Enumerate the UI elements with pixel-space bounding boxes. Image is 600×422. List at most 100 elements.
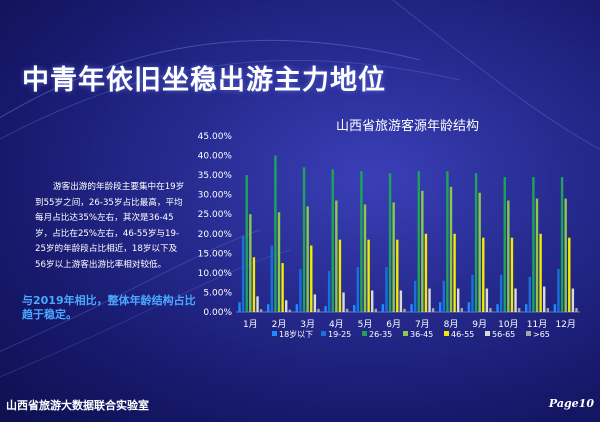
- x-tick-label: 1月: [243, 319, 258, 330]
- y-tick-label: 35.00%: [198, 171, 233, 181]
- bar-5-5: [367, 239, 370, 312]
- bar-10-7: [517, 308, 521, 312]
- bar-10-6: [514, 288, 517, 312]
- bar-2-5: [281, 263, 284, 312]
- bar-11-6: [543, 286, 546, 312]
- bar-12-2: [557, 268, 560, 312]
- x-tick-label: 10月: [498, 319, 518, 330]
- bar-6-1: [381, 304, 385, 312]
- x-tick-label: 4月: [329, 319, 344, 330]
- bar-1-4: [249, 214, 252, 312]
- bar-4-5: [338, 239, 342, 312]
- bar-8-4: [449, 186, 453, 312]
- bar-5-1: [353, 304, 356, 312]
- bar-10-1: [496, 304, 499, 312]
- y-tick-label: 10.00%: [198, 269, 233, 279]
- bar-10-2: [499, 274, 503, 312]
- x-tick-label: 11月: [527, 319, 547, 330]
- bar-6-5: [396, 239, 399, 312]
- bar-11-5: [539, 233, 542, 312]
- y-tick-label: 0.00%: [203, 308, 232, 318]
- bar-1-7: [259, 309, 263, 312]
- bar-9-6: [485, 288, 489, 312]
- legend-label: >65: [533, 330, 550, 339]
- legend-label: 46-55: [451, 330, 474, 339]
- bar-3-5: [310, 245, 313, 312]
- legend-label: 36-45: [410, 330, 433, 339]
- bar-6-4: [392, 202, 395, 312]
- bar-12-1: [553, 304, 557, 312]
- x-tick-label: 6月: [386, 319, 401, 330]
- legend-label: 18岁以下: [279, 329, 313, 339]
- bar-1-5: [252, 257, 256, 312]
- bar-2-3: [274, 155, 277, 312]
- bar-11-3: [532, 177, 535, 312]
- bar-2-6: [285, 300, 288, 312]
- description-text: 游客出游的年龄段主要集中在19岁到55岁之间，26-35岁占比最高，平均每月占比…: [35, 182, 185, 270]
- bar-9-4: [478, 192, 481, 312]
- bar-9-2: [471, 274, 474, 312]
- y-tick-label: 45.00%: [198, 132, 233, 142]
- x-tick-label: 9月: [472, 319, 487, 330]
- bar-6-6: [399, 290, 403, 312]
- bar-12-4: [564, 198, 567, 312]
- bar-5-7: [374, 308, 377, 312]
- bar-8-7: [460, 308, 463, 312]
- bar-12-5: [568, 237, 571, 312]
- bar-11-7: [546, 308, 549, 312]
- legend-swatch: [403, 331, 408, 336]
- bar-6-2: [385, 267, 388, 312]
- bar-11-2: [528, 276, 531, 312]
- legend-label: 19-25: [328, 330, 351, 339]
- footer-lab-name: 山西省旅游大数据联合实验室: [6, 399, 149, 412]
- bar-4-4: [335, 200, 338, 312]
- bar-3-7: [317, 308, 320, 312]
- y-tick-label: 15.00%: [198, 249, 233, 259]
- highlight-text: 与2019年相比，整体年龄结构占比趋于稳定。: [22, 294, 196, 321]
- legend-swatch: [272, 331, 277, 336]
- bar-2-4: [277, 212, 281, 312]
- bar-8-2: [442, 280, 445, 312]
- bar-1-3: [245, 175, 248, 312]
- bar-7-2: [413, 280, 417, 312]
- bar-9-7: [489, 308, 492, 312]
- bar-8-3: [446, 171, 449, 312]
- legend-swatch: [485, 331, 490, 336]
- bar-4-3: [331, 169, 334, 312]
- legend-swatch: [526, 331, 531, 336]
- y-tick-label: 25.00%: [198, 210, 233, 220]
- bar-9-5: [482, 237, 485, 312]
- bar-5-4: [363, 204, 367, 312]
- bar-3-3: [302, 167, 306, 312]
- bar-12-3: [560, 177, 564, 312]
- bar-7-3: [417, 171, 420, 312]
- bar-10-3: [503, 177, 506, 312]
- bar-8-1: [439, 302, 442, 312]
- bar-2-1: [267, 304, 270, 312]
- bar-10-4: [507, 200, 510, 312]
- y-tick-label: 5.00%: [203, 288, 232, 298]
- bar-8-6: [457, 288, 460, 312]
- bar-9-1: [467, 302, 471, 312]
- x-tick-label: 2月: [272, 319, 287, 330]
- chart-title: 山西省旅游客源年龄结构: [336, 119, 480, 134]
- page-number: Page10: [548, 397, 594, 410]
- legend-swatch: [444, 331, 449, 336]
- bar-2-7: [288, 309, 291, 312]
- bar-5-3: [360, 171, 363, 312]
- bar-3-6: [313, 294, 317, 312]
- bar-4-7: [345, 308, 349, 312]
- y-tick-label: 40.00%: [198, 152, 233, 162]
- y-tick-label: 20.00%: [198, 230, 233, 240]
- x-tick-label: 12月: [555, 319, 575, 330]
- bar-7-6: [428, 288, 431, 312]
- bar-4-2: [327, 270, 331, 312]
- bar-3-1: [295, 304, 299, 312]
- x-tick-label: 8月: [444, 319, 459, 330]
- bar-7-4: [421, 190, 424, 312]
- y-tick-label: 30.00%: [198, 191, 233, 201]
- x-tick-label: 5月: [358, 319, 373, 330]
- legend-swatch: [362, 331, 367, 336]
